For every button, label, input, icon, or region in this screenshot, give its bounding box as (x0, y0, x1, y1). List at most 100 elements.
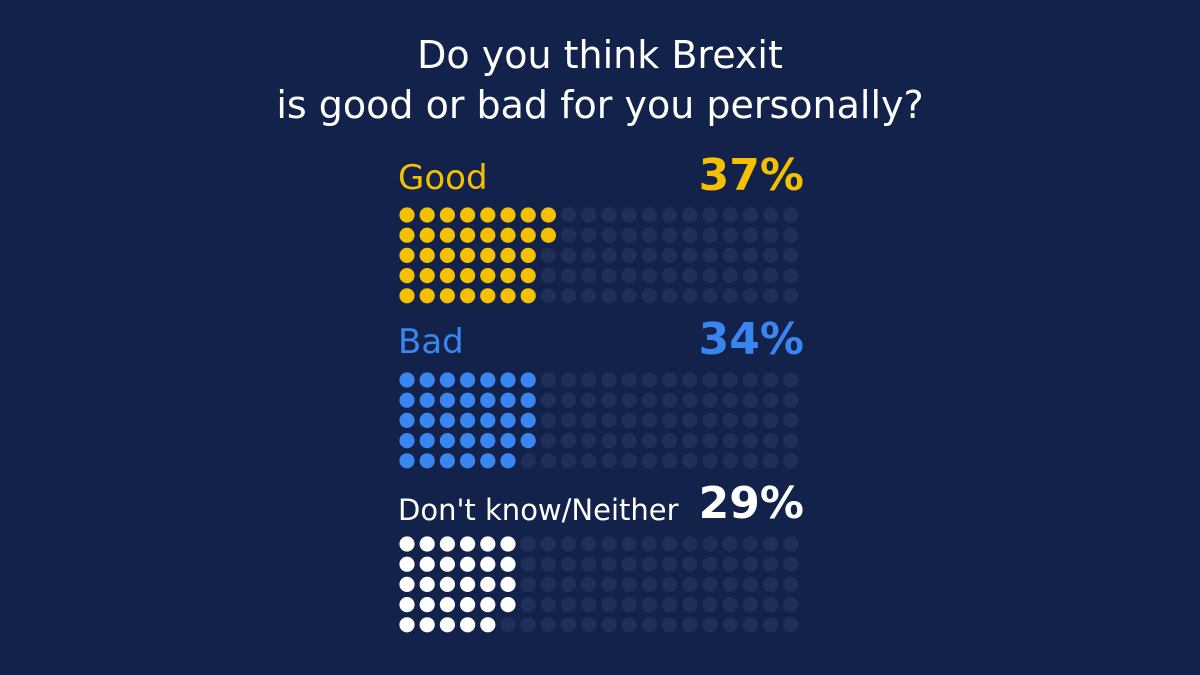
waffle-dot-filled (480, 576, 496, 592)
waffle-dot-empty (742, 453, 758, 469)
waffle-dot-filled (500, 597, 516, 613)
waffle-dot-empty (641, 597, 657, 613)
waffle-dot-empty (662, 227, 678, 243)
waffle-dot-empty (540, 453, 556, 469)
waffle-dot-empty (783, 597, 799, 613)
waffle-dot-filled (439, 453, 455, 469)
waffle-dot-filled (460, 453, 476, 469)
waffle-dot-empty (702, 372, 718, 388)
waffle-dot-empty (783, 412, 799, 428)
waffle-dot-filled (520, 392, 536, 408)
group-label-neither: Don't know/Neither (398, 493, 679, 527)
waffle-dot-filled (399, 556, 415, 572)
waffle-dot-filled (500, 372, 516, 388)
waffle-dot-empty (641, 576, 657, 592)
waffle-dot-filled (419, 412, 435, 428)
waffle-dot-filled (460, 597, 476, 613)
waffle-dot-empty (662, 536, 678, 552)
title-line-1: Do you think Brexit (417, 33, 783, 77)
waffle-dot-empty (682, 268, 698, 284)
waffle-dot-filled (480, 372, 496, 388)
waffle-dot-empty (662, 433, 678, 449)
waffle-dot-empty (581, 288, 597, 304)
waffle-dot-filled (399, 617, 415, 633)
waffle-dot-empty (641, 288, 657, 304)
waffle-dot-empty (742, 556, 758, 572)
waffle-dot-filled (399, 372, 415, 388)
waffle-dot-empty (641, 247, 657, 263)
waffle-dot-filled (460, 617, 476, 633)
waffle-dot-empty (561, 227, 577, 243)
waffle-dot-empty (722, 227, 738, 243)
waffle-dot-empty (742, 576, 758, 592)
waffle-dot-empty (662, 268, 678, 284)
waffle-dot-filled (439, 433, 455, 449)
waffle-dot-empty (601, 617, 617, 633)
group-value-good: 37% (698, 150, 804, 201)
waffle-dot-filled (419, 288, 435, 304)
waffle-dot-filled (399, 392, 415, 408)
waffle-dot-empty (641, 453, 657, 469)
waffle-dot-empty (742, 268, 758, 284)
waffle-dot-filled (500, 392, 516, 408)
waffle-dot-empty (601, 268, 617, 284)
waffle-dot-filled (480, 207, 496, 223)
waffle-dot-empty (682, 576, 698, 592)
waffle-dot-empty (722, 412, 738, 428)
waffle-dot-filled (480, 597, 496, 613)
waffle-dot-empty (540, 247, 556, 263)
waffle-dot-empty (601, 288, 617, 304)
waffle-dot-empty (662, 453, 678, 469)
waffle-dot-empty (581, 247, 597, 263)
waffle-dot-filled (500, 247, 516, 263)
waffle-dot-filled (399, 227, 415, 243)
waffle-dot-empty (561, 247, 577, 263)
waffle-dot-filled (480, 556, 496, 572)
waffle-dot-empty (783, 617, 799, 633)
waffle-dot-empty (702, 288, 718, 304)
waffle-dot-filled (419, 392, 435, 408)
waffle-dot-empty (581, 617, 597, 633)
waffle-dot-empty (561, 453, 577, 469)
waffle-dot-empty (682, 597, 698, 613)
waffle-dot-filled (460, 268, 476, 284)
waffle-dot-filled (399, 597, 415, 613)
waffle-dot-empty (682, 372, 698, 388)
group-label-bad: Bad (398, 322, 464, 362)
waffle-dot-filled (520, 433, 536, 449)
waffle-dot-filled (480, 247, 496, 263)
waffle-dot-empty (581, 597, 597, 613)
waffle-dot-empty (722, 288, 738, 304)
waffle-dot-filled (480, 268, 496, 284)
waffle-dot-empty (682, 392, 698, 408)
waffle-dot-empty (621, 247, 637, 263)
waffle-dot-filled (480, 433, 496, 449)
waffle-dot-empty (581, 392, 597, 408)
waffle-dot-filled (439, 227, 455, 243)
waffle-dot-empty (561, 576, 577, 592)
waffle-dot-empty (641, 536, 657, 552)
waffle-dot-filled (500, 207, 516, 223)
waffle-dot-empty (540, 576, 556, 592)
waffle-dot-empty (601, 556, 617, 572)
waffle-dot-empty (621, 412, 637, 428)
waffle-dot-empty (722, 392, 738, 408)
waffle-dot-empty (783, 288, 799, 304)
waffle-dot-empty (662, 392, 678, 408)
waffle-dot-filled (439, 372, 455, 388)
waffle-dot-empty (682, 433, 698, 449)
waffle-dot-empty (621, 227, 637, 243)
waffle-dot-empty (540, 433, 556, 449)
waffle-dot-filled (439, 576, 455, 592)
waffle-dot-empty (763, 617, 779, 633)
waffle-dot-empty (722, 207, 738, 223)
waffle-dot-empty (742, 392, 758, 408)
waffle-dot-filled (480, 412, 496, 428)
waffle-dot-empty (702, 247, 718, 263)
waffle-dot-empty (540, 288, 556, 304)
waffle-dot-empty (621, 556, 637, 572)
waffle-dot-empty (500, 617, 516, 633)
waffle-dot-empty (702, 392, 718, 408)
waffle-dot-filled (419, 247, 435, 263)
waffle-dot-filled (460, 433, 476, 449)
